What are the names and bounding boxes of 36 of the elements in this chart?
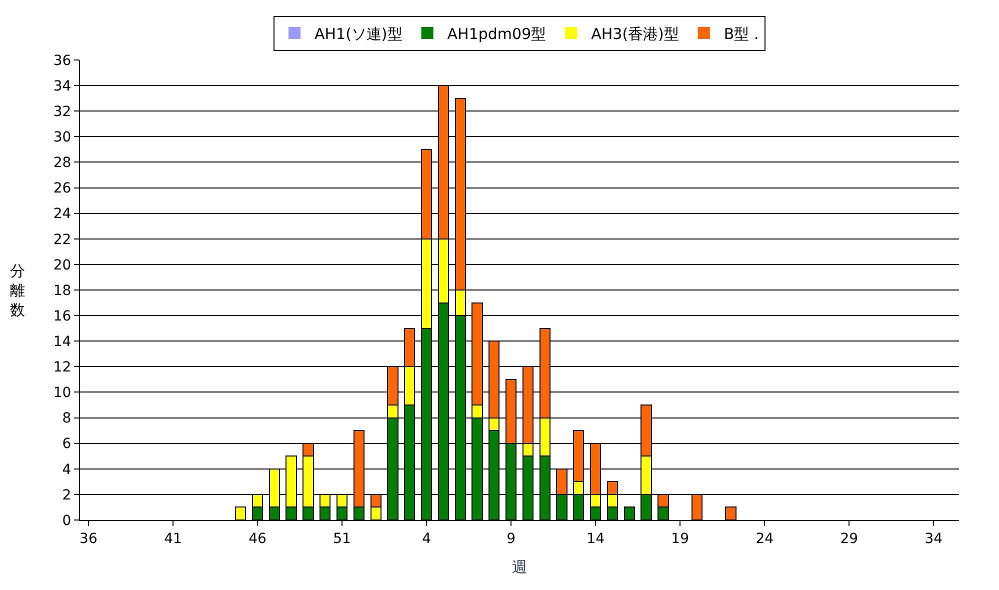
x-tick-label: 24 [756, 530, 774, 547]
legend-label: AH1(ソ連)型 [314, 24, 402, 43]
y-tick-label: 24 [53, 206, 72, 222]
x-tick-label: 36 [80, 530, 98, 547]
y-tick-label: 28 [53, 155, 72, 172]
y-tick-label: 4 [62, 462, 72, 478]
y-tick-label: 36 [53, 52, 72, 69]
y-tick-label: 22 [53, 232, 72, 248]
y-tick-label: 20 [53, 257, 72, 274]
y-tick-label: 0 [62, 512, 72, 529]
y-tick-label: 6 [62, 436, 72, 452]
legend-label: B型 . [724, 24, 759, 43]
x-tick-label: 4 [422, 530, 432, 547]
y-tick-label: 16 [53, 308, 72, 324]
x-axis-title: 週 [512, 558, 527, 576]
x-tick-label: 14 [586, 530, 605, 547]
y-tick-label: 26 [53, 180, 72, 197]
y-tick-label: 34 [53, 78, 72, 94]
x-tick-label: 46 [248, 530, 266, 547]
y-tick-label: 32 [53, 104, 72, 120]
y-tick-label: 8 [62, 410, 72, 427]
x-tick-label: 34 [924, 530, 943, 547]
y-axis-title: 分離数 [10, 262, 25, 319]
legend-label: AH3(香港)型 [591, 24, 679, 43]
legend-label: AH1pdm09型 [447, 24, 546, 43]
y-tick-label: 30 [53, 130, 72, 146]
y-tick-label: 2 [62, 487, 72, 504]
y-tick-label: 10 [53, 385, 72, 402]
x-tick-label: 19 [671, 530, 690, 547]
y-tick-label: 14 [53, 334, 72, 350]
x-tick-label: 51 [333, 530, 351, 547]
y-tick-label: 12 [53, 360, 72, 376]
x-tick-label: 41 [164, 530, 182, 547]
x-tick-label: 29 [840, 530, 858, 547]
y-tick-label: 18 [53, 282, 72, 299]
x-tick-label: 9 [506, 530, 516, 547]
